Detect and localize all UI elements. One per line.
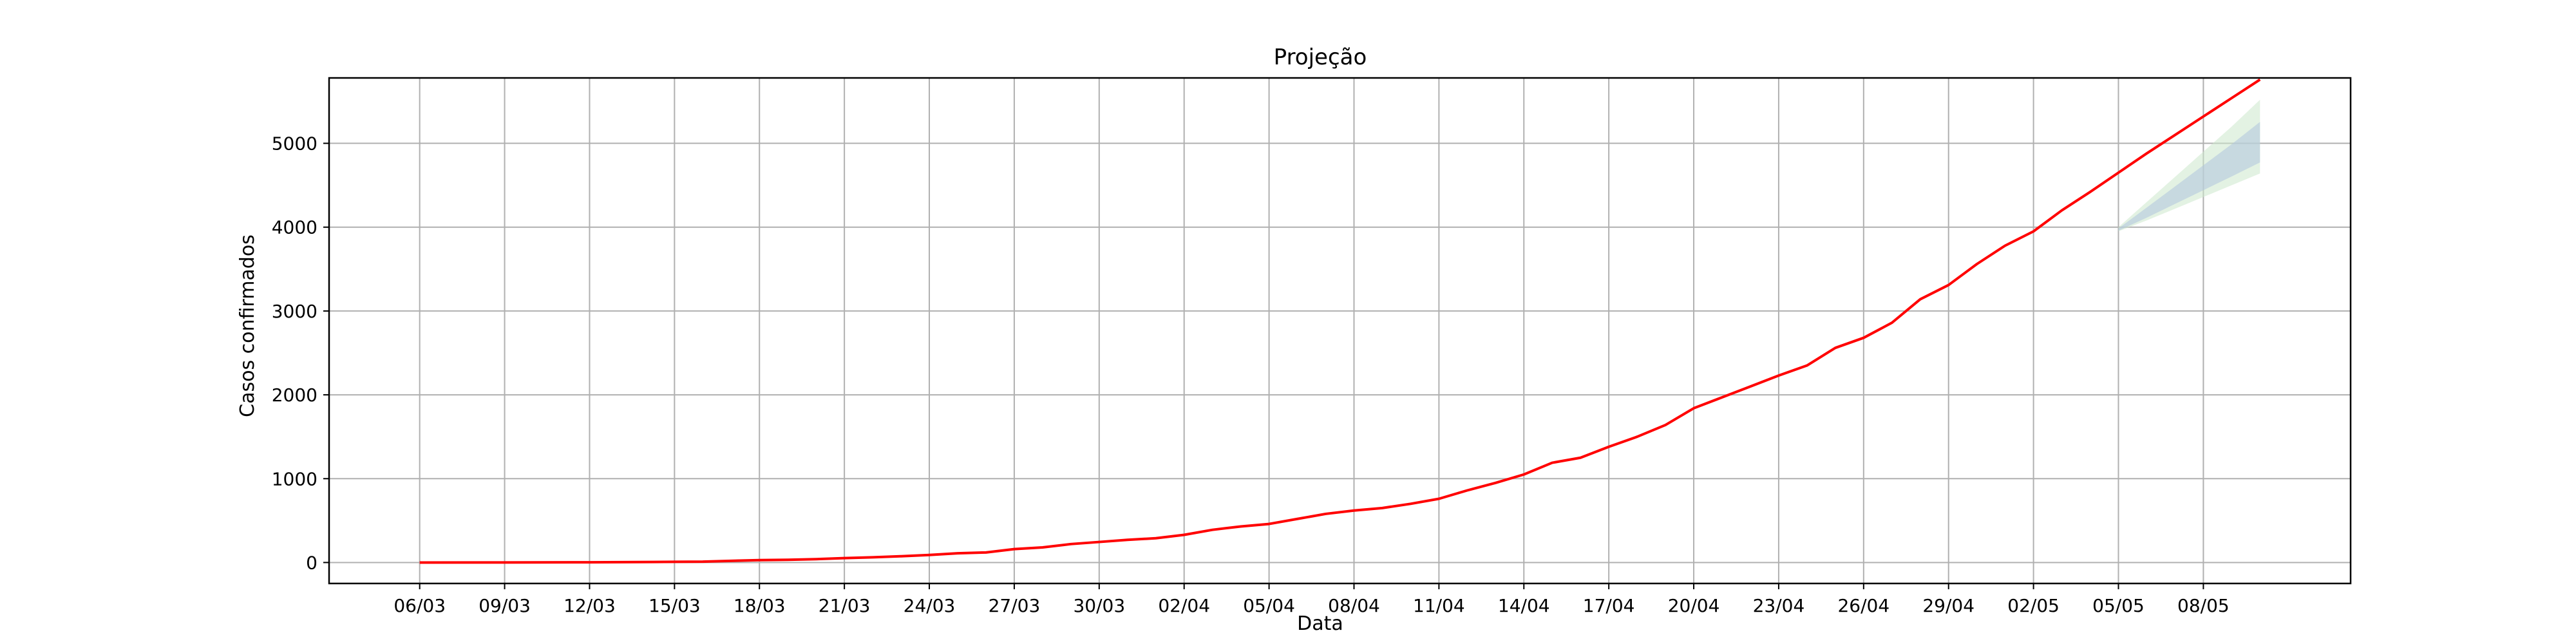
y-tick-label: 1000 [272, 468, 317, 489]
chart-title: Projeção [1274, 44, 1367, 70]
y-tick-label: 4000 [272, 217, 317, 238]
x-tick-label: 23/04 [1753, 595, 1805, 616]
x-axis-label: Data [1297, 612, 1343, 635]
x-tick-label: 08/04 [1328, 595, 1380, 616]
x-tick-label: 08/05 [2177, 595, 2230, 616]
x-tick-label: 05/04 [1243, 595, 1295, 616]
x-tick-label: 27/03 [989, 595, 1041, 616]
x-tick-label: 09/03 [478, 595, 531, 616]
projection-band-outer [2118, 99, 2260, 232]
x-tick-label: 05/05 [2092, 595, 2145, 616]
y-tick-label: 5000 [272, 133, 317, 155]
x-tick-label: 14/04 [1498, 595, 1550, 616]
x-tick-label: 20/04 [1668, 595, 1720, 616]
x-tick-label: 06/03 [393, 595, 446, 616]
x-tick-label: 17/04 [1583, 595, 1635, 616]
x-tick-label: 30/03 [1073, 595, 1125, 616]
x-tick-label: 29/04 [1922, 595, 1975, 616]
series-line [419, 78, 2261, 564]
x-tick-label: 02/05 [2007, 595, 2060, 616]
x-tick-label: 15/03 [649, 595, 701, 616]
plot-frame [328, 77, 2352, 585]
y-tick-label: 0 [306, 552, 317, 573]
x-tick-label: 18/03 [734, 595, 786, 616]
y-tick-label: 2000 [272, 384, 317, 406]
x-tick-label: 02/04 [1158, 595, 1210, 616]
y-axis-label: Casos confirmados [236, 234, 259, 417]
x-tick-label: 26/04 [1837, 595, 1889, 616]
x-tick-label: 21/03 [819, 595, 871, 616]
x-tick-label: 12/03 [564, 595, 616, 616]
y-tick-label: 3000 [272, 301, 317, 322]
x-tick-label: 24/03 [904, 595, 956, 616]
projection-band-inner [2118, 122, 2260, 231]
x-tick-label: 11/04 [1413, 595, 1465, 616]
